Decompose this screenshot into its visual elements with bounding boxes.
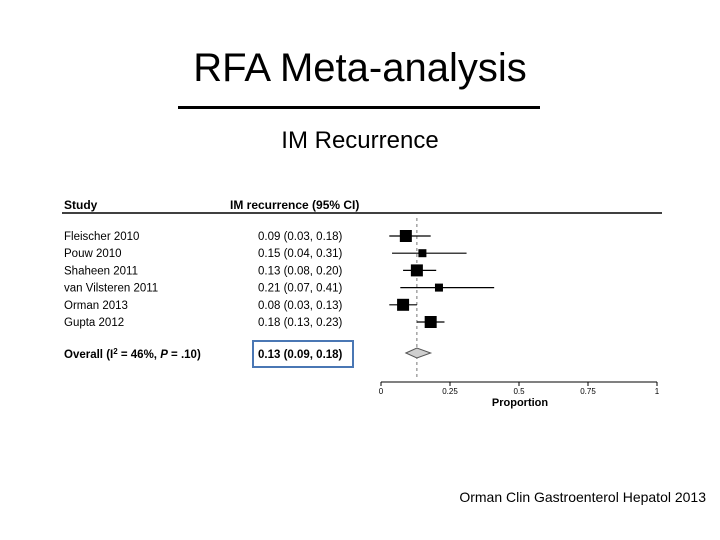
overall-ci: 0.13 (0.09, 0.18) bbox=[258, 349, 343, 361]
overall-label: Overall (I2 = 46%, P = .10) bbox=[64, 347, 201, 362]
citation: Orman Clin Gastroenterol Hepatol 2013 bbox=[459, 489, 706, 505]
study-ci-text: 0.08 (0.03, 0.13) bbox=[258, 300, 343, 312]
x-tick-label: 0.5 bbox=[513, 387, 525, 396]
slide-subtitle: IM Recurrence bbox=[281, 127, 439, 154]
x-tick-label: 0.25 bbox=[442, 387, 458, 396]
header-ci: IM recurrence (95% CI) bbox=[230, 198, 359, 212]
x-tick-label: 1 bbox=[655, 387, 660, 396]
study-estimate-marker bbox=[418, 249, 427, 258]
overall-highlight-box bbox=[252, 340, 354, 368]
study-ci-text: 0.18 (0.13, 0.23) bbox=[258, 317, 343, 329]
x-axis-label: Proportion bbox=[492, 397, 548, 409]
study-ci-text: 0.21 (0.07, 0.41) bbox=[258, 283, 343, 295]
study-estimate-marker bbox=[424, 316, 437, 328]
study-name: Pouw 2010 bbox=[64, 248, 122, 260]
study-name: Fleischer 2010 bbox=[64, 231, 139, 243]
slide-title: RFA Meta-analysis bbox=[193, 46, 527, 90]
study-name: Gupta 2012 bbox=[64, 317, 124, 329]
study-estimate-marker bbox=[410, 264, 423, 277]
study-name: van Vilsteren 2011 bbox=[64, 283, 158, 295]
study-estimate-marker bbox=[397, 298, 410, 311]
study-name: Shaheen 2011 bbox=[64, 265, 138, 277]
overall-diamond bbox=[404, 347, 433, 359]
study-ci-text: 0.15 (0.04, 0.31) bbox=[258, 248, 343, 260]
study-ci-text: 0.13 (0.08, 0.20) bbox=[258, 265, 343, 277]
x-tick-label: 0 bbox=[379, 387, 384, 396]
study-estimate-marker bbox=[399, 230, 412, 242]
title-underline bbox=[178, 106, 540, 109]
study-name: Orman 2013 bbox=[64, 300, 128, 312]
header-study: Study bbox=[64, 198, 98, 212]
study-ci-text: 0.09 (0.03, 0.18) bbox=[258, 231, 343, 243]
study-estimate-marker bbox=[434, 283, 443, 292]
x-tick-label: 0.75 bbox=[580, 387, 596, 396]
